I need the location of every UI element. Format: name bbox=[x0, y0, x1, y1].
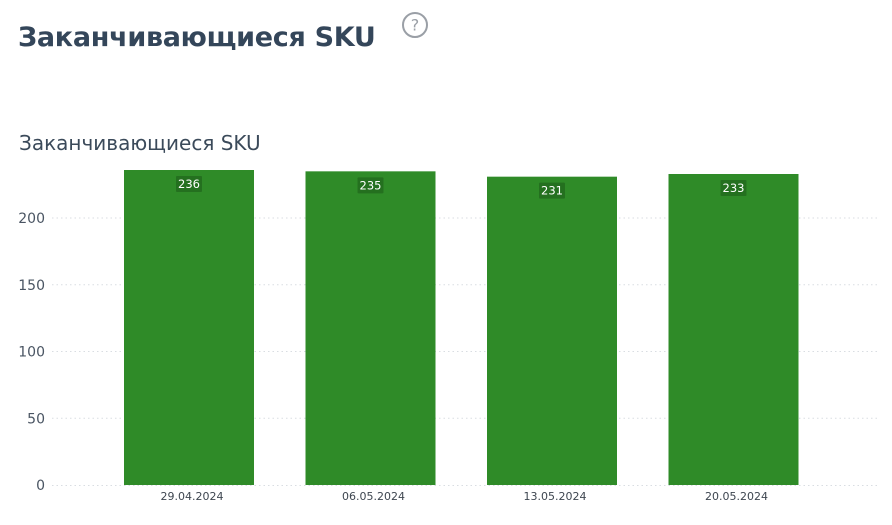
bar bbox=[487, 176, 617, 486]
data-label: 231 bbox=[541, 184, 563, 198]
x-tick-label: 20.05.2024 bbox=[705, 490, 768, 503]
y-tick-label: 150 bbox=[18, 278, 45, 294]
chart-title: Заканчивающиеся SKU bbox=[19, 131, 261, 155]
y-tick-label: 100 bbox=[18, 345, 45, 361]
bar bbox=[124, 170, 254, 485]
data-label: 233 bbox=[723, 181, 745, 195]
svg-text:?: ? bbox=[411, 16, 420, 35]
x-tick-label: 13.05.2024 bbox=[524, 490, 587, 503]
y-tick-label: 200 bbox=[18, 211, 45, 227]
data-label-bg bbox=[176, 176, 202, 192]
bar bbox=[668, 174, 799, 485]
data-label-bg bbox=[357, 177, 384, 194]
bar bbox=[305, 171, 436, 485]
data-label: 235 bbox=[360, 178, 382, 192]
x-tick-label: 29.04.2024 bbox=[161, 490, 224, 503]
data-label-bg bbox=[539, 182, 565, 199]
x-tick-label: 06.05.2024 bbox=[342, 490, 405, 503]
y-tick-label: 50 bbox=[27, 411, 45, 427]
data-label-bg bbox=[720, 180, 747, 197]
y-tick-label: 0 bbox=[36, 478, 45, 494]
data-label: 236 bbox=[178, 177, 200, 191]
page-title: Заканчивающиеся SKU bbox=[18, 22, 376, 53]
question-circle-icon[interactable]: ? bbox=[401, 11, 429, 39]
